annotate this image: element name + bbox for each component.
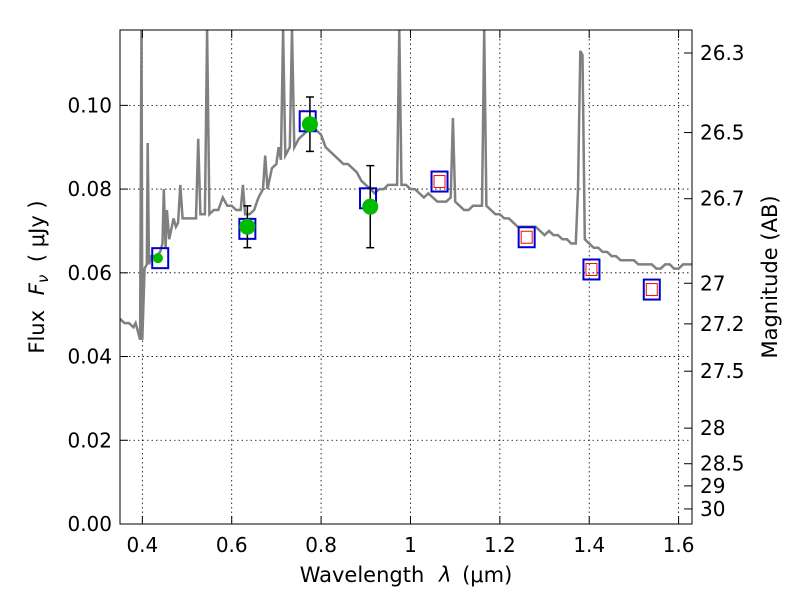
upper-limit-square	[645, 283, 658, 297]
model-square	[151, 247, 170, 270]
x-tick-label: 1.6	[663, 533, 695, 557]
x-tick-label: 1.2	[484, 533, 516, 557]
upper-limit-square	[433, 175, 446, 189]
y2-tick-label: 30	[700, 497, 725, 521]
x-axis-label: Wavelength λ (μm)	[300, 563, 513, 587]
y2-tick-label: 27	[700, 271, 725, 295]
x-tick-label: 0.6	[216, 533, 248, 557]
y-axis-label-text: Flux	[25, 310, 49, 354]
marker-layer	[151, 96, 661, 301]
x-tick-label: 0.8	[305, 533, 337, 557]
y-tick-label: 0.04	[67, 345, 112, 369]
y-tick-label: 0.06	[67, 261, 112, 285]
x-axis-label-text: Wavelength	[300, 563, 425, 587]
y-axis-label: Flux Fν ( μJy )	[25, 200, 53, 353]
upper-limit-square	[585, 262, 598, 276]
x-tick-label: 0.4	[126, 533, 158, 557]
y2-tick-label: 26.5	[700, 121, 745, 145]
ticks-layer: 0.4 0.6 0.8 1 1.2 1.4 1.6 0.00 0.02 0.04 0.06 0.08 0…	[67, 30, 745, 557]
y-tick-label: 0.08	[67, 177, 112, 201]
y-axis-unit: ( μJy )	[25, 200, 49, 262]
y2-tick-label: 27.5	[700, 359, 745, 383]
y2-tick-label: 26.7	[700, 187, 745, 211]
plot-frame	[119, 29, 693, 525]
y2-tick-label: 26.3	[700, 41, 745, 65]
x-tick-label: 1	[404, 533, 417, 557]
model-square	[642, 278, 661, 301]
y-axis-flux-symbol: F	[25, 282, 49, 295]
y2-axis-label: Magnitude (AB)	[758, 195, 782, 358]
y-tick-label: 0.02	[67, 428, 112, 452]
model-square	[430, 170, 449, 193]
y-tick-label: 0.00	[67, 512, 112, 536]
spectrum-line	[120, 30, 692, 341]
x-axis-lambda: λ	[438, 563, 451, 587]
observed-point	[301, 116, 318, 133]
model-square	[582, 258, 601, 281]
y2-tick-label: 28	[700, 416, 725, 440]
y2-tick-label: 29	[700, 474, 725, 498]
y-tick-label: 0.10	[67, 93, 112, 117]
upper-limit-square	[520, 230, 533, 244]
x-tick-label: 1.4	[573, 533, 605, 557]
x-axis-unit: (μm)	[462, 563, 512, 587]
observed-point	[239, 218, 256, 235]
model-square	[517, 226, 536, 249]
y2-tick-label: 28.5	[700, 452, 745, 476]
y-axis-flux-subscript: ν	[34, 275, 52, 283]
observed-point	[362, 198, 379, 215]
observed-point	[152, 253, 163, 264]
spectrum-layer	[120, 30, 692, 341]
y2-tick-label: 27.2	[700, 312, 745, 336]
